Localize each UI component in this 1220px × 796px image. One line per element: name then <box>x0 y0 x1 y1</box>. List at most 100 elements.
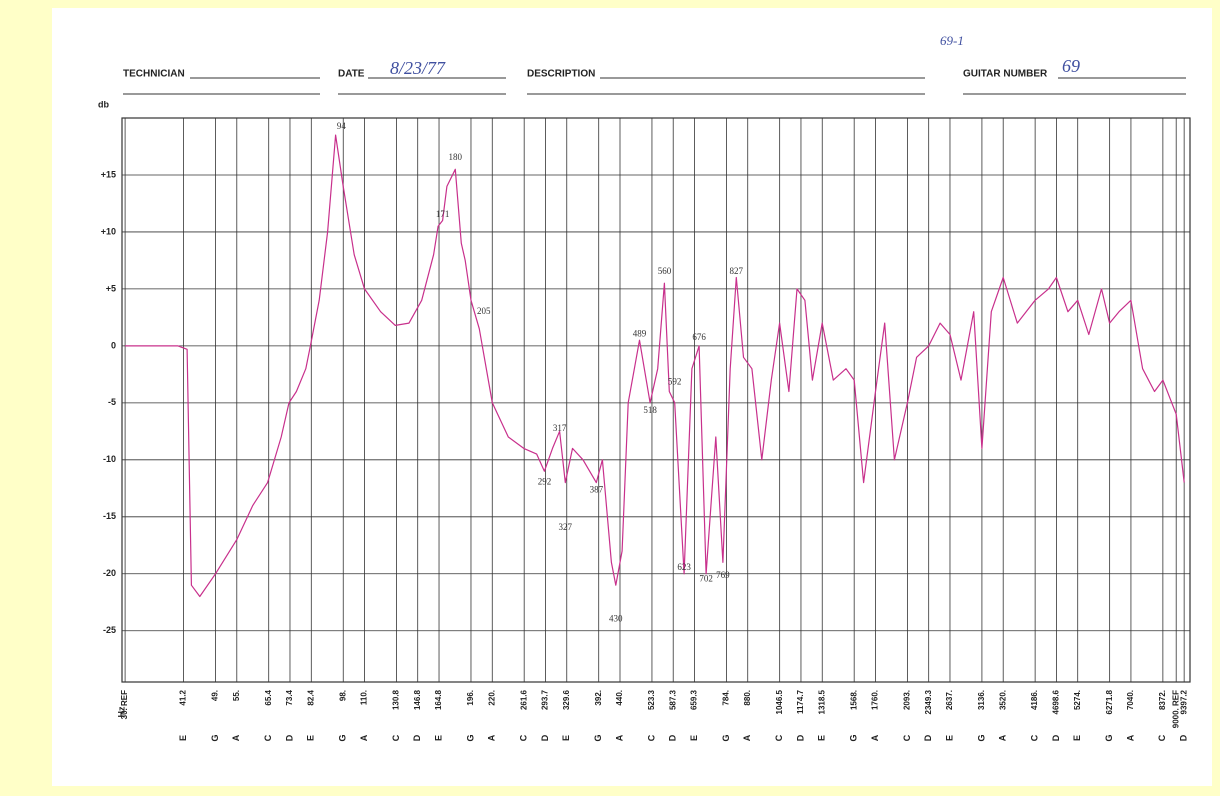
note-label: A <box>614 734 624 741</box>
annotation: 676 <box>692 332 706 342</box>
annotation: 489 <box>633 329 647 339</box>
note-label: D <box>1051 734 1061 741</box>
annotation: 623 <box>677 562 691 572</box>
x-tick-label: 55. <box>232 690 241 701</box>
x-tick-label: 9000. REF <box>1171 690 1180 728</box>
paper <box>52 8 1212 786</box>
y-tick-label: -15 <box>103 511 116 521</box>
x-axis-label: Hz <box>116 706 126 717</box>
x-tick-label: 4698.6 <box>1052 689 1061 714</box>
note-label: G <box>849 734 859 741</box>
note-label: D <box>540 734 550 741</box>
x-tick-label: 880. <box>743 690 752 706</box>
note-label: D <box>412 734 422 741</box>
annotation: 387 <box>590 485 604 495</box>
corner-note: 69-1 <box>940 33 964 48</box>
note-label: G <box>593 734 603 741</box>
x-tick-label: 146.8 <box>413 689 422 710</box>
x-tick-label: 65.4 <box>264 689 273 705</box>
note-label: G <box>210 734 220 741</box>
x-tick-label: 261.6 <box>519 689 528 710</box>
annotation: 827 <box>730 266 744 276</box>
x-tick-label: 7040. <box>1126 690 1135 710</box>
annotation: 180 <box>449 152 463 162</box>
annotation: 560 <box>658 266 672 276</box>
x-tick-label: 49. <box>211 690 220 701</box>
note-label: E <box>178 735 188 741</box>
x-tick-label: 4186. <box>1030 690 1039 710</box>
guitar-label: GUITAR NUMBER <box>963 69 1048 80</box>
x-tick-label: 440. <box>615 690 624 706</box>
x-tick-label: 3520. <box>998 690 1007 710</box>
note-label: E <box>944 735 954 741</box>
x-tick-label: 329.6 <box>562 689 571 710</box>
note-label: E <box>1072 735 1082 741</box>
x-tick-label: 2093. <box>903 690 912 710</box>
note-label: G <box>976 734 986 741</box>
note-label: A <box>487 734 497 741</box>
annotation: 205 <box>477 306 491 316</box>
note-label: G <box>1104 734 1114 741</box>
x-tick-label: 110. <box>360 690 369 705</box>
note-label: D <box>284 734 294 741</box>
y-axis-label: db <box>98 99 109 109</box>
y-tick-label: +5 <box>106 283 116 293</box>
note-label: E <box>433 735 443 741</box>
x-tick-label: 1174.7 <box>796 689 805 714</box>
x-tick-label: 73.4 <box>285 689 294 705</box>
x-tick-label: 220. <box>487 690 496 706</box>
x-tick-label: 3136. <box>977 690 986 710</box>
x-tick-label: 5274. <box>1073 690 1082 710</box>
note-label: C <box>1030 734 1040 741</box>
annotation: 769 <box>716 570 730 580</box>
note-label: G <box>338 734 348 741</box>
x-tick-label: 523.3 <box>647 689 656 710</box>
x-tick-label: 2349.3 <box>924 689 933 714</box>
annotation: 702 <box>699 574 713 584</box>
annotation: 327 <box>559 522 573 532</box>
note-label: E <box>817 735 827 741</box>
x-tick-label: 130.8 <box>392 689 401 710</box>
note-label: C <box>519 734 529 741</box>
note-label: A <box>359 734 369 741</box>
note-label: E <box>306 735 316 741</box>
guitar-value: 69 <box>1062 56 1080 76</box>
annotation: 430 <box>609 613 623 623</box>
x-tick-label: 784. <box>722 690 731 706</box>
note-label: G <box>721 734 731 741</box>
x-tick-label: 293.7 <box>541 689 550 710</box>
x-tick-label: 164.8 <box>434 689 443 710</box>
x-tick-label: 1318.5 <box>817 689 826 714</box>
note-label: C <box>263 734 273 741</box>
annotation: 171 <box>436 209 450 219</box>
note-label: C <box>902 734 912 741</box>
note-label: E <box>689 735 699 741</box>
response-curve <box>125 134 1185 598</box>
note-label: D <box>923 734 933 741</box>
note-label: C <box>646 734 656 741</box>
x-tick-label: 1760. <box>871 690 880 710</box>
y-tick-label: +15 <box>101 169 116 179</box>
x-tick-label: 587.3 <box>668 689 677 710</box>
annotation: 518 <box>643 405 657 415</box>
x-tick-label: 659.3 <box>690 689 699 710</box>
x-tick-label: 1046.5 <box>775 689 784 714</box>
note-label: D <box>795 734 805 741</box>
annotation: 592 <box>668 376 682 386</box>
x-tick-label: 1568. <box>849 690 858 710</box>
x-tick-label: 392. <box>594 690 603 706</box>
plot-frame <box>121 117 1191 683</box>
note-label: E <box>561 735 571 741</box>
y-tick-label: -25 <box>103 625 116 635</box>
x-tick-label: 2637. <box>945 690 954 710</box>
x-tick-label: 82.4 <box>306 689 315 705</box>
x-tick-label: 30. REF <box>120 690 129 719</box>
y-tick-label: -20 <box>103 568 116 578</box>
annotation: 317 <box>553 423 567 433</box>
x-tick-label: 8372. <box>1158 690 1167 710</box>
note-label: D <box>668 734 678 741</box>
y-tick-label: -5 <box>108 397 116 407</box>
technician-label: TECHNICIAN <box>123 69 185 80</box>
